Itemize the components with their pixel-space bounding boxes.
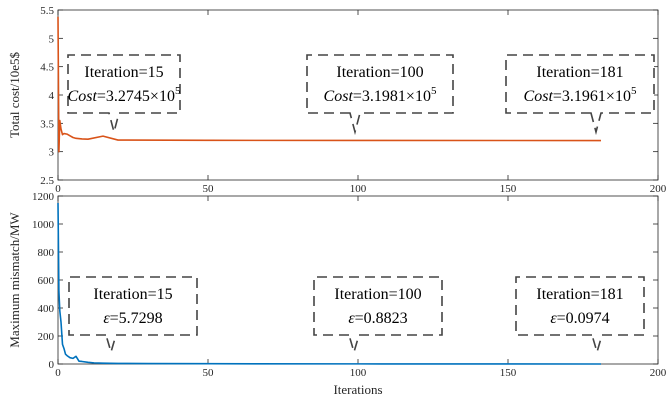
callout-box [306, 54, 454, 136]
callout-box [313, 276, 443, 355]
callout-1: Iteration=15 ε=5.7298 [68, 276, 198, 355]
y-tick-label: 4.5 [40, 62, 54, 74]
callout-line1: Iteration=15 [84, 64, 163, 81]
callout-line1: Iteration=15 [93, 286, 172, 303]
callout-var: ε [348, 310, 355, 327]
y-tick-label: 0 [49, 359, 55, 371]
y-axis-label: Maximum mismatch/MW [7, 212, 22, 348]
callout-exponent: 5 [631, 85, 637, 97]
y-tick-label: 2.5 [40, 175, 54, 187]
callout-2: Iteration=100 Cost=3.1981×105 [306, 54, 454, 136]
callout-value: =3.1961×10 [553, 88, 631, 105]
chart-panel-2: 0 50 100 150 200 0 200 400 600 800 1000 1200 Maximum… [7, 191, 667, 397]
callout-var: ε [550, 310, 557, 327]
x-tick-label: 50 [203, 367, 215, 379]
callout-value: =3.2745×10 [97, 88, 175, 105]
callout-box [515, 276, 645, 355]
callout-var: Cost [68, 88, 98, 105]
x-tick-label: 0 [55, 367, 61, 379]
chart-panel-1: 0 50 100 150 200 2.5 3 3.5 4 4.5 5 5.5 Total cost/10… [7, 5, 667, 195]
callout-line2: ε=0.8823 [348, 310, 407, 327]
y-tick-label: 200 [38, 331, 55, 343]
callout-value: =0.8823 [355, 310, 408, 327]
callout-line1: Iteration=181 [536, 286, 623, 303]
y-tick-label: 5 [49, 33, 55, 45]
callout-line1: Iteration=100 [336, 64, 423, 81]
callout-value: =0.0974 [557, 310, 610, 327]
callout-1: Iteration=15 Cost=3.2745×105 [67, 54, 181, 136]
callout-box [505, 54, 655, 136]
callout-3: Iteration=181 Cost=3.1961×105 [505, 54, 655, 136]
callout-line2: Cost=3.2745×105 [68, 85, 181, 105]
y-tick-label: 3.5 [40, 118, 54, 130]
callout-value: =3.1981×10 [353, 88, 431, 105]
y-axis-label: Total cost/10e5$ [7, 51, 22, 138]
y-tick-label: 800 [38, 247, 55, 259]
callout-var: Cost [324, 88, 354, 105]
x-tick-label: 200 [650, 367, 667, 379]
callout-line1: Iteration=100 [334, 286, 421, 303]
series-line-1 [57, 202, 602, 365]
x-tick-label: 150 [500, 183, 517, 195]
callout-2: Iteration=100 ε=0.8823 [313, 276, 443, 355]
callout-line2: Cost=3.1981×105 [324, 85, 437, 105]
callout-line2: ε=5.7298 [103, 310, 162, 327]
callout-line1: Iteration=181 [536, 64, 623, 81]
x-tick-label: 0 [55, 183, 61, 195]
callout-var: ε [103, 310, 110, 327]
x-tick-label: 150 [500, 367, 517, 379]
callout-exponent: 5 [431, 85, 437, 97]
callout-box [67, 54, 181, 136]
x-tick-label: 100 [350, 367, 367, 379]
series-line-1 [57, 16, 602, 153]
callout-var: Cost [524, 88, 554, 105]
callout-exponent: 5 [175, 85, 181, 97]
y-tick-label: 1200 [32, 191, 55, 203]
callout-3: Iteration=181 ε=0.0974 [515, 276, 645, 355]
y-tick-label: 5.5 [40, 5, 54, 17]
callout-line2: Cost=3.1961×105 [524, 85, 637, 105]
x-axis-label: Iterations [333, 382, 382, 397]
y-tick-label: 3 [49, 147, 55, 159]
x-tick-label: 200 [650, 183, 667, 195]
callout-line2: ε=0.0974 [550, 310, 609, 327]
y-tick-label: 1000 [32, 219, 55, 231]
x-tick-label: 100 [350, 183, 367, 195]
y-tick-label: 600 [38, 275, 55, 287]
y-tick-label: 400 [38, 303, 55, 315]
callout-value: =5.7298 [110, 310, 163, 327]
y-tick-label: 4 [49, 90, 55, 102]
callout-box [68, 276, 198, 355]
x-tick-label: 50 [203, 183, 215, 195]
